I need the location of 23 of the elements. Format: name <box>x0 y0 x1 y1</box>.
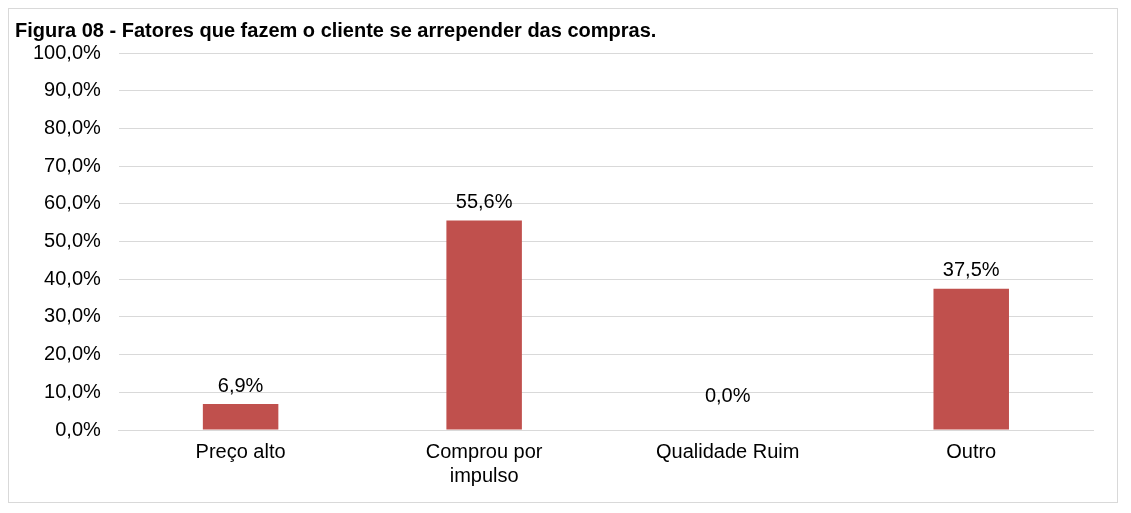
data-label: 55,6% <box>455 189 513 212</box>
x-tick-label: Qualidade Ruim <box>655 439 800 462</box>
y-tick-label: 100,0% <box>32 40 102 63</box>
x-tick-label: Comprou por impulso <box>425 439 543 486</box>
bar <box>202 403 279 430</box>
bar <box>933 288 1009 430</box>
chart-title: Figura 08 - Fatores que fazem o cliente se arrepender das compras. <box>15 18 657 41</box>
y-tick-label: 50,0% <box>44 229 102 252</box>
y-tick-label: 80,0% <box>44 115 102 138</box>
data-label: 37,5% <box>942 258 1000 281</box>
x-tick-label: Outro <box>946 439 997 462</box>
y-tick-label: 0,0% <box>55 417 102 440</box>
y-tick-label: 60,0% <box>44 191 102 214</box>
y-tick-label: 40,0% <box>44 266 102 289</box>
y-tick-label: 90,0% <box>44 78 102 101</box>
bar <box>446 220 522 430</box>
y-tick-label: 70,0% <box>44 153 102 176</box>
y-tick-label: 30,0% <box>44 304 102 327</box>
data-label: 6,9% <box>217 373 264 396</box>
y-tick-label: 10,0% <box>44 379 102 402</box>
y-tick-label: 20,0% <box>44 342 102 365</box>
x-tick-label: Preço alto <box>195 439 286 462</box>
data-label: 0,0% <box>704 383 751 406</box>
